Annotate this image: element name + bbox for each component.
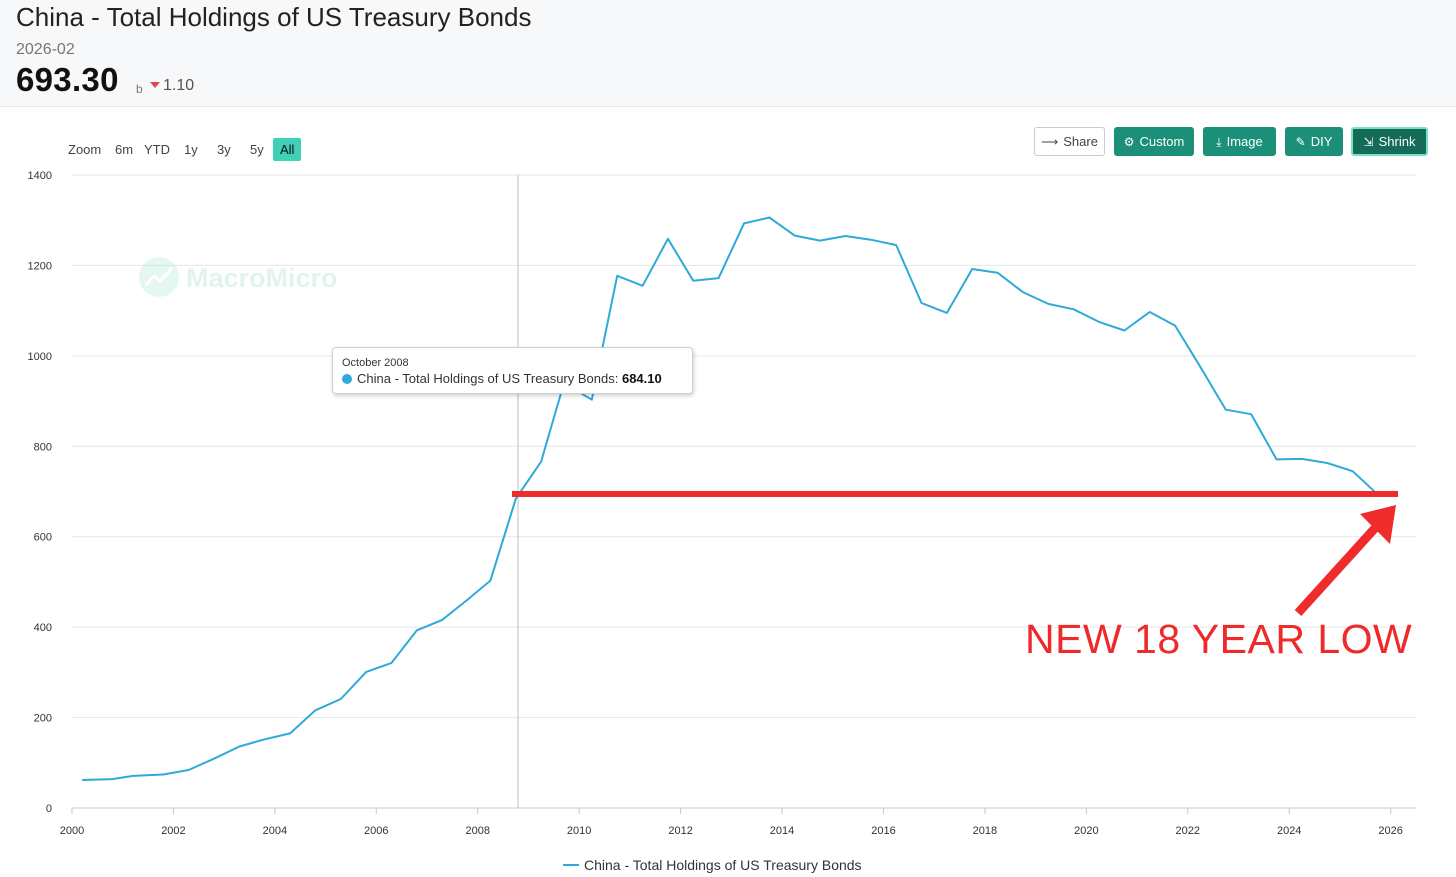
x-tick-label: 2000 — [60, 825, 84, 837]
x-tick-label: 2008 — [465, 825, 489, 837]
download-icon: ⤓ — [1216, 135, 1222, 149]
series-line[interactable] — [82, 216, 1396, 781]
x-tick-label: 2026 — [1378, 825, 1402, 837]
watermark-logo-icon — [139, 257, 179, 297]
gear-icon: ⚙ — [1123, 135, 1135, 149]
zoom-1y-button[interactable]: 1y — [184, 142, 198, 157]
watermark: MacroMicro — [139, 257, 338, 297]
zoom-6m-button[interactable]: 6m — [115, 142, 134, 157]
annotation-arrow-head — [1360, 505, 1396, 544]
x-tick-label: 2002 — [161, 825, 185, 837]
x-tick-label: 2004 — [263, 825, 287, 837]
change-indicator: 1.10 — [150, 77, 194, 95]
legend-item[interactable]: China - Total Holdings of US Treasury Bo… — [563, 857, 862, 873]
annotation-text: NEW 18 YEAR LOW — [1025, 616, 1413, 662]
tooltip-series-label: China - Total Holdings of US Treasury Bo… — [357, 371, 619, 386]
zoom-ytd-button[interactable]: YTD — [144, 142, 170, 157]
y-tick-label: 200 — [34, 713, 52, 725]
legend-line-icon — [563, 864, 579, 866]
page-title: China - Total Holdings of US Treasury Bo… — [16, 2, 532, 32]
legend-label: China - Total Holdings of US Treasury Bo… — [584, 857, 862, 873]
watermark-logo-mark — [144, 266, 174, 286]
header: China - Total Holdings of US Treasury Bo… — [0, 0, 1456, 107]
share-icon: ⟶ — [1041, 135, 1059, 149]
x-tick-label: 2010 — [567, 825, 591, 837]
x-tick-label: 2024 — [1277, 825, 1301, 837]
x-tick-label: 2018 — [973, 825, 997, 837]
x-tick-label: 2020 — [1074, 825, 1098, 837]
zoom-label: Zoom — [68, 142, 102, 157]
y-tick-label: 0 — [46, 803, 52, 815]
custom-button[interactable]: ⚙ Custom — [1114, 127, 1194, 156]
zoom-5y-button[interactable]: 5y — [250, 142, 264, 157]
latest-date: 2026-02 — [16, 41, 75, 58]
shrink-icon: ⇲ — [1363, 135, 1374, 149]
y-tick-label: 1200 — [28, 260, 52, 272]
y-tick-label: 1400 — [28, 170, 52, 182]
tooltip-value: 684.10 — [621, 371, 662, 386]
down-triangle-icon — [150, 82, 160, 88]
pencil-icon: ✎ — [1295, 135, 1306, 149]
share-button[interactable]: ⟶ Share — [1034, 127, 1105, 156]
x-tick-label: 2006 — [364, 825, 388, 837]
y-axis: 0 200 400 600 800 1000 1200 1400 — [28, 170, 52, 815]
tooltip-date: October 2008 — [342, 357, 409, 369]
tooltip-row: China - Total Holdings of US Treasury Bo… — [342, 371, 662, 386]
tooltip: October 2008 China - Total Holdings of U… — [332, 347, 693, 394]
x-tick-label: 2012 — [668, 825, 692, 837]
shrink-button[interactable]: ⇲ Shrink — [1351, 127, 1428, 156]
image-button[interactable]: ⤓ Image — [1203, 127, 1276, 156]
x-tick-label: 2014 — [770, 825, 794, 837]
y-tick-label: 600 — [34, 532, 52, 544]
annotation-arrow-shaft — [1294, 523, 1380, 617]
y-tick-label: 800 — [34, 441, 52, 453]
watermark-text: MacroMicro — [186, 263, 338, 293]
y-tick-label: 1000 — [28, 351, 52, 363]
diy-button[interactable]: ✎ DIY — [1285, 127, 1343, 156]
change-value: 1.10 — [163, 77, 195, 94]
zoom-all-button[interactable]: All — [273, 138, 302, 161]
x-axis: 2000 2002 2004 2006 2008 2010 2012 2014 2016 2018… — [60, 807, 1416, 837]
x-tick-label: 2022 — [1176, 825, 1200, 837]
value-unit: b — [136, 82, 143, 96]
x-tick-label: 2016 — [871, 825, 895, 837]
latest-value: 693.30 — [16, 61, 119, 98]
grid-lines — [72, 174, 1416, 719]
y-tick-label: 400 — [34, 622, 52, 634]
zoom-3y-button[interactable]: 3y — [217, 142, 231, 157]
series-dot-icon — [342, 374, 352, 384]
